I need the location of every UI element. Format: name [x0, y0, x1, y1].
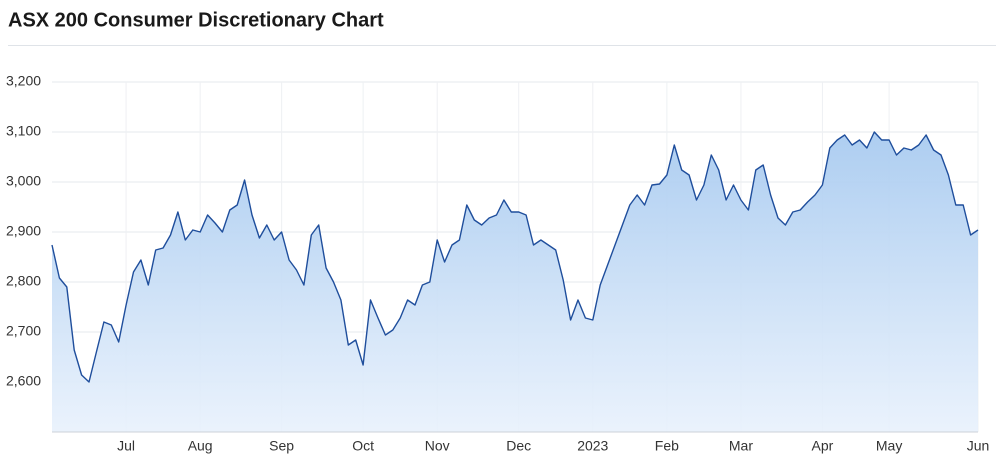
x-tick-label: Dec	[506, 438, 531, 454]
y-tick-label: 2,600	[6, 373, 41, 389]
x-tick-label: Jun	[967, 438, 990, 454]
x-tick-label: Jul	[117, 438, 135, 454]
area	[52, 132, 978, 432]
x-tick-label: Apr	[812, 438, 834, 454]
y-tick-label: 2,900	[6, 223, 41, 239]
chart-title: ASX 200 Consumer Discretionary Chart	[8, 9, 384, 31]
x-tick-label: Nov	[425, 438, 450, 454]
x-tick-label: Sep	[269, 438, 294, 454]
x-tick-label: Feb	[655, 438, 679, 454]
y-tick-label: 3,100	[6, 123, 41, 139]
y-tick-label: 3,200	[6, 73, 41, 89]
x-tick-label: May	[876, 438, 902, 454]
y-tick-label: 2,800	[6, 273, 41, 289]
x-tick-label: Aug	[188, 438, 213, 454]
y-tick-label: 3,000	[6, 173, 41, 189]
y-tick-label: 2,700	[6, 323, 41, 339]
x-tick-label: 2023	[577, 438, 608, 454]
x-tick-label: Mar	[729, 438, 753, 454]
x-tick-label: Oct	[352, 438, 374, 454]
line	[51, 131, 979, 383]
